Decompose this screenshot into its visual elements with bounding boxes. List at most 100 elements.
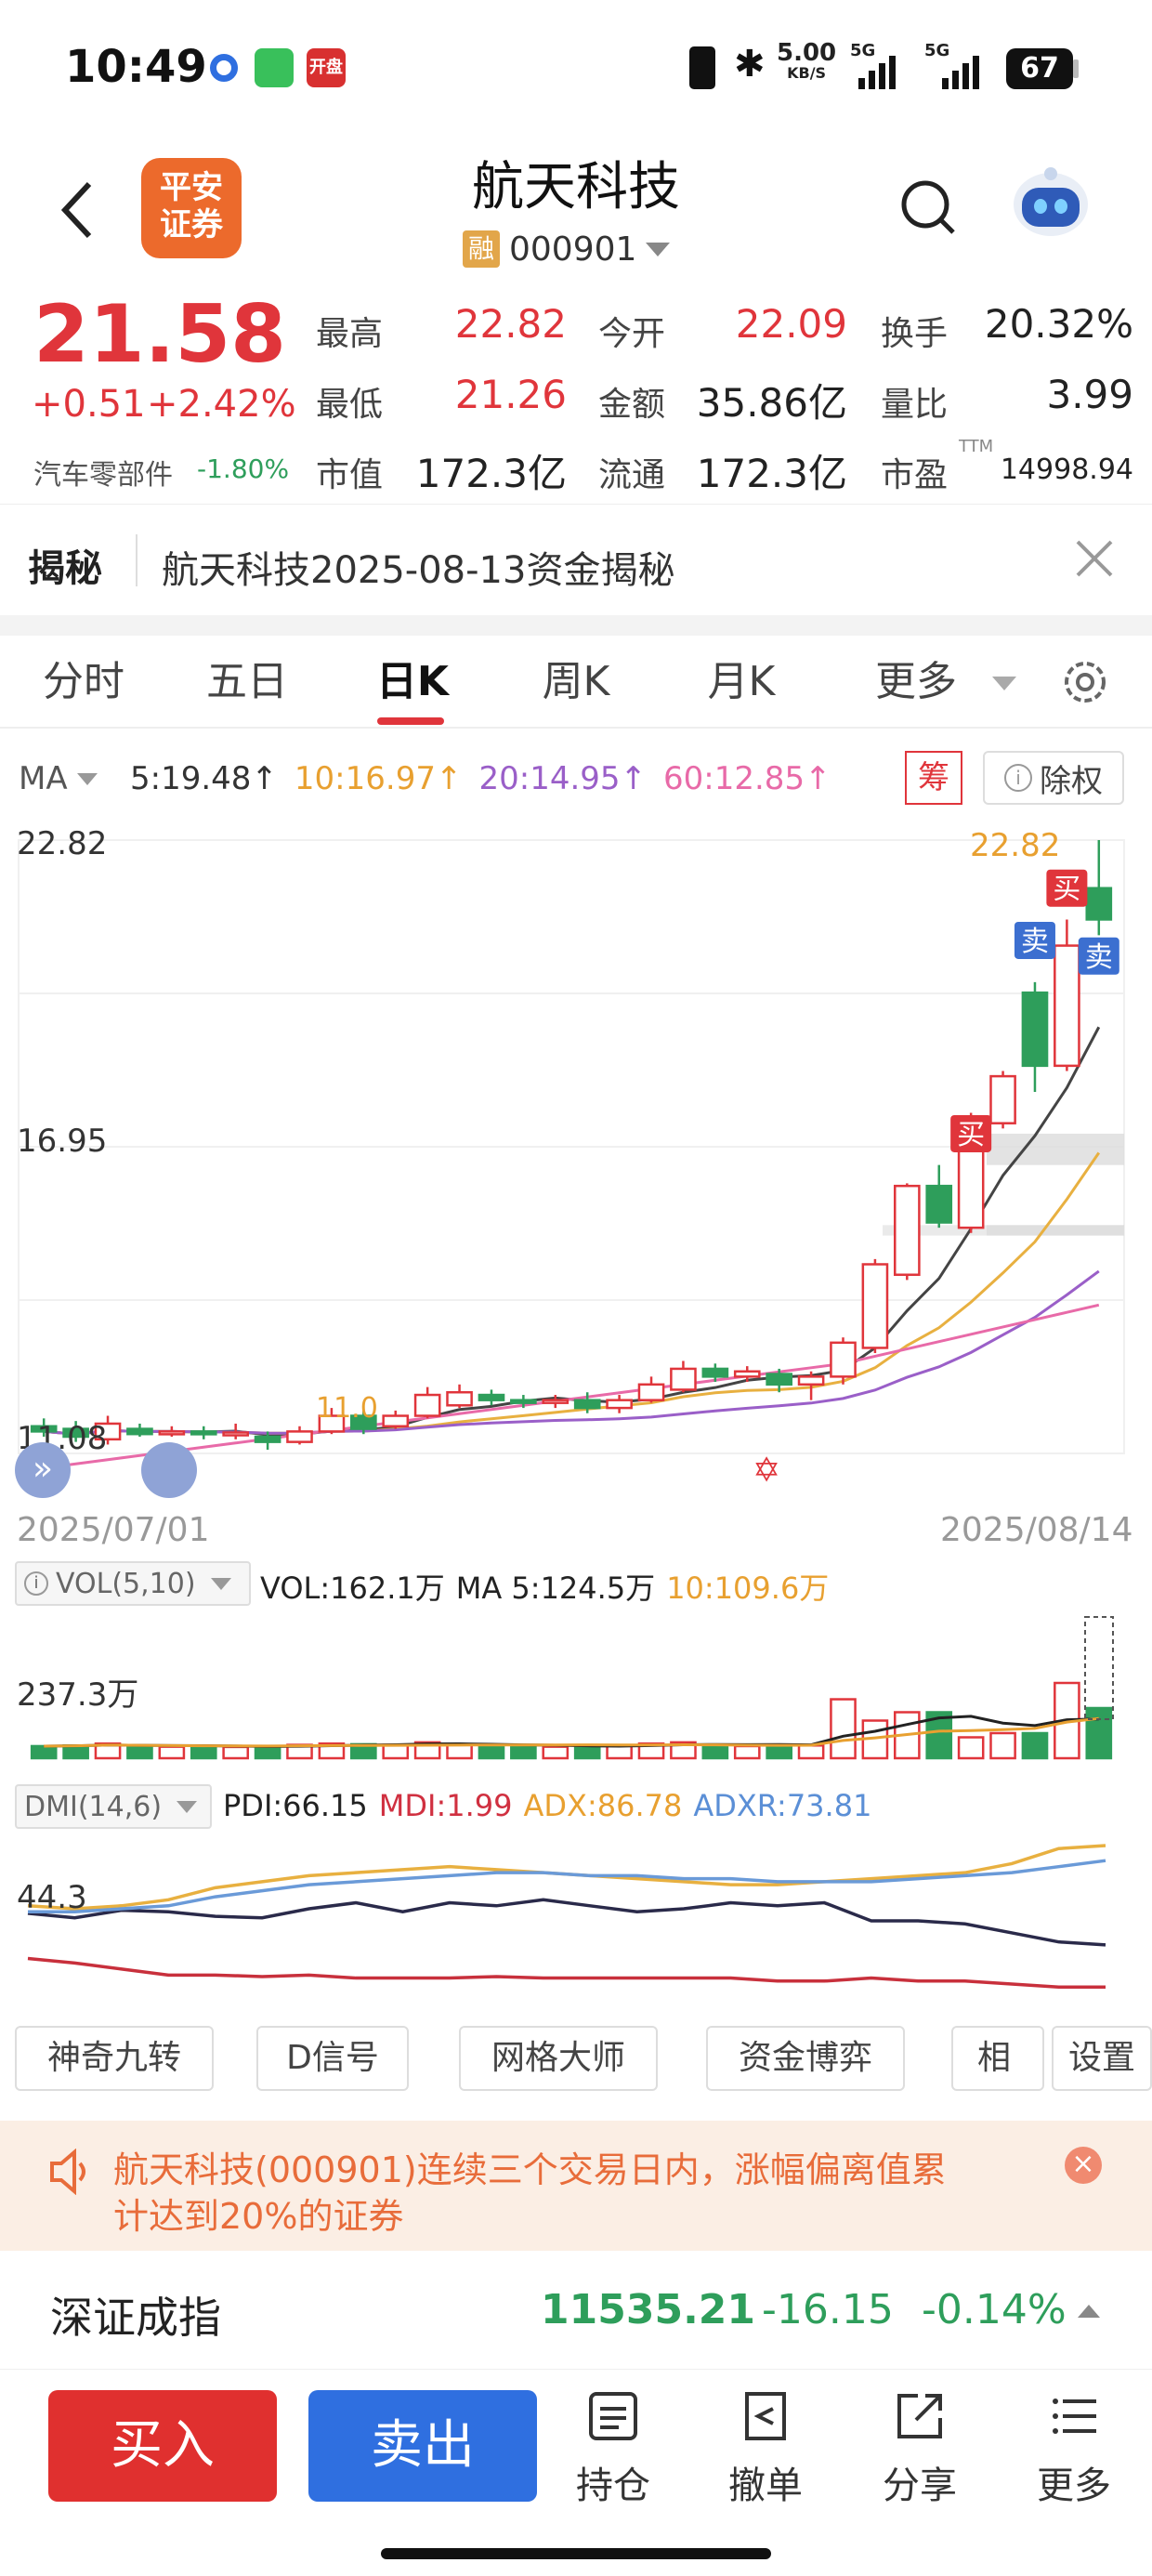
tab-fenshi[interactable]: 分时 (43, 658, 124, 705)
date-end: 2025/08/14 (940, 1511, 1133, 1549)
stock-code: 000901 (509, 230, 637, 269)
index-change: -16.15 (762, 2286, 894, 2333)
stat-value: 21.26 (454, 372, 567, 417)
tool-nine-turn[interactable]: 神奇九转 (15, 2026, 214, 2091)
vol-selector[interactable]: i VOL(5,10) (15, 1561, 251, 1606)
tool-grid-master[interactable]: 网格大师 (459, 2026, 658, 2091)
candle-body (382, 1414, 410, 1428)
stat-label: 金额 (598, 386, 666, 424)
ma-legend: 5:19.48↑ 10:16.97↑ 20:14.95↑ 60:12.85↑ (130, 760, 831, 797)
volume-bar (701, 1744, 729, 1760)
sector-name[interactable]: 汽车零部件 (33, 459, 173, 492)
ma-selector[interactable]: MA (19, 760, 98, 797)
broker-logo-line2: 证券 (160, 206, 223, 243)
volume-bar (989, 1731, 1016, 1760)
buy-signal-text: 买 (957, 1119, 985, 1151)
indicator-tools: 神奇九转 D信号 网格大师 资金博弈 相似 设置 (0, 2026, 1152, 2109)
tab-rik[interactable]: 日K (375, 658, 450, 705)
tab-yuek[interactable]: 月K (707, 658, 776, 705)
stat-label: 市值 (316, 456, 384, 494)
legend-value: 5:19.48↑ (130, 760, 278, 797)
candle-body (318, 1414, 346, 1433)
volume-bar (190, 1745, 217, 1760)
volume-bar (733, 1744, 761, 1760)
robot-assistant-icon[interactable] (1009, 164, 1093, 242)
reveal-banner[interactable]: 揭秘 航天科技2025-08-13资金揭秘 (0, 504, 1152, 615)
vol-info-icon: i (24, 1571, 48, 1596)
legend-value: VOL:162.1万 (260, 1571, 445, 1606)
notice-close-icon[interactable]: × (1065, 2147, 1102, 2184)
close-icon[interactable] (1072, 536, 1117, 581)
chuquan-button[interactable]: i 除权 (983, 751, 1124, 805)
price-change-pct: +2.42% (147, 383, 296, 426)
sell-signal-bg (1014, 921, 1055, 959)
chou-button[interactable]: 筹 (905, 751, 962, 805)
candle-body (573, 1399, 601, 1410)
y-axis-top: 22.82 (17, 825, 108, 862)
message-icon (255, 48, 294, 87)
stock-header: 平安 证券 航天科技 融 000901 (0, 139, 1152, 288)
status-time: 10:49 (65, 41, 207, 93)
dmi-chart[interactable] (0, 1829, 1152, 2015)
candle-body (446, 1390, 473, 1407)
chuquan-label: 除权 (1040, 762, 1103, 800)
chevron-up-icon[interactable] (1078, 2305, 1100, 2318)
candle-body (30, 1425, 58, 1433)
candle-body (670, 1367, 697, 1391)
volume-bar (670, 1741, 697, 1760)
share-button[interactable]: 分享 (864, 2388, 975, 2509)
buy-signal[interactable]: 买 (1046, 869, 1088, 907)
search-icon[interactable] (899, 178, 959, 238)
legend-value: 20:14.95↑ (478, 760, 648, 797)
kline-chart-area[interactable]: MA 5:19.48↑ 10:16.97↑ 20:14.95↑ 60:12.85↑ 筹… (0, 729, 1152, 2030)
legend-value: MA 5:124.5万 (455, 1571, 656, 1606)
share-icon (897, 2394, 942, 2438)
vol-legend: VOL:162.1万 MA 5:124.5万 10:109.6万 (260, 1565, 829, 1608)
candle-body (349, 1414, 377, 1430)
back-icon[interactable] (54, 177, 110, 242)
more-button[interactable]: 更多 (1018, 2388, 1130, 2509)
battery-icon: 67 (1006, 48, 1073, 89)
sell-signal[interactable]: 卖 (1014, 921, 1055, 959)
volume-chart[interactable] (0, 1610, 1152, 1768)
volume-bar (510, 1745, 537, 1760)
sell-button[interactable]: 卖出 (308, 2390, 537, 2502)
legend-value: ADXR:73.81 (693, 1788, 872, 1823)
candle-body (606, 1399, 633, 1410)
cancel-order-button[interactable]: 撤单 (710, 2388, 821, 2509)
settings-gear-icon[interactable] (1059, 656, 1111, 708)
event-star-icon[interactable]: ✡ (753, 1452, 781, 1490)
tool-d-signal[interactable]: D信号 (256, 2026, 409, 2091)
stock-code-selector[interactable]: 融 000901 (463, 229, 671, 269)
tool-similar[interactable]: 相似 (951, 2026, 1044, 2091)
legend-value: 60:12.85↑ (663, 760, 831, 797)
buy-button[interactable]: 买入 (48, 2390, 277, 2502)
tool-settings[interactable]: 设置 (1052, 2026, 1152, 2091)
candle-body (1085, 887, 1113, 921)
candle-body (286, 1430, 313, 1443)
tab-zhouk[interactable]: 周K (542, 658, 610, 705)
stat-label: 量比 (881, 386, 949, 424)
holdings-button[interactable]: 持仓 (557, 2388, 669, 2509)
sell-signal[interactable]: 卖 (1078, 937, 1119, 975)
home-indicator (381, 2548, 771, 2559)
share-label: 分享 (883, 2464, 957, 2507)
tab-more[interactable]: 更多 (875, 658, 957, 705)
index-ticker[interactable]: 深证成指 11535.21 -16.15 -0.14% (0, 2251, 1152, 2370)
dmi-legend: PDI:66.15 MDI:1.99 ADX:86.78 ADXR:73.81 (223, 1788, 871, 1823)
legend-value: PDI:66.15 (223, 1788, 368, 1823)
vol-title: VOL(5,10) (56, 1567, 196, 1600)
expand-left-icon[interactable]: » (15, 1442, 71, 1498)
volume-bar (1085, 1706, 1113, 1760)
stock-title: 航天科技 (472, 157, 680, 217)
tab-wuri[interactable]: 五日 (206, 658, 288, 705)
index-name: 深证成指 (50, 2293, 221, 2343)
fullscreen-icon[interactable] (141, 1442, 197, 1498)
dmi-selector[interactable]: DMI(14,6) (15, 1784, 212, 1829)
candle-body (861, 1263, 889, 1349)
tool-fund-game[interactable]: 资金博弈 (706, 2026, 905, 2091)
candle-body (413, 1393, 441, 1417)
risk-notice[interactable]: 航天科技(000901)连续三个交易日内，涨幅偏离值累 计达到20%的证券 × (0, 2121, 1152, 2251)
buy-signal[interactable]: 买 (950, 1114, 992, 1152)
